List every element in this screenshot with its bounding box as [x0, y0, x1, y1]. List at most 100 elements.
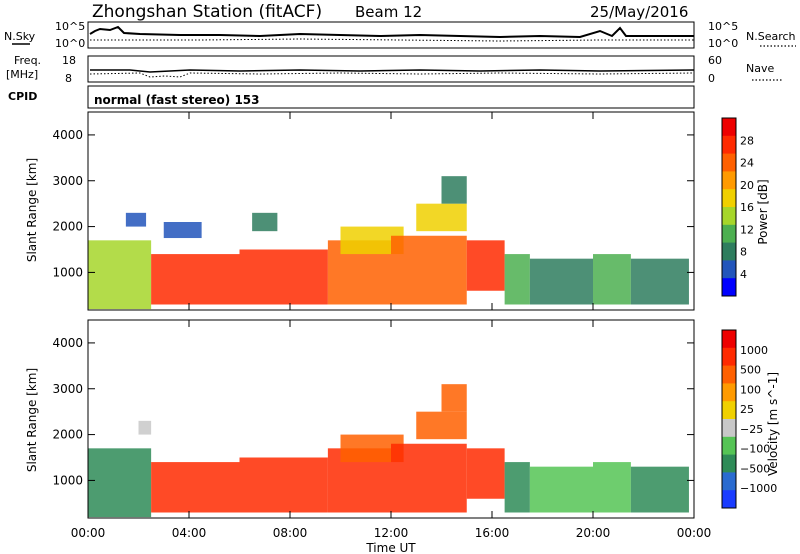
velocity-ylabel: Slant Range [km] [25, 368, 39, 472]
echo-region [466, 240, 505, 291]
colorbar-swatch [722, 347, 736, 367]
echo-region [88, 240, 152, 310]
colorbar-swatch [722, 401, 736, 420]
y-tick-label: 2000 [52, 220, 83, 234]
noise-panel: N.Sky 10^5 10^0 10^5 10^0 N.Search [4, 20, 796, 50]
colorbar-swatch [722, 207, 736, 226]
colorbar-tick-label: 8 [740, 246, 747, 259]
echo-region [504, 254, 530, 305]
echo-region [239, 457, 328, 513]
colorbar-tick-label: 12 [740, 223, 754, 236]
colorbar-swatch [722, 118, 736, 137]
nsearch-label: N.Search [746, 30, 796, 43]
colorbar-swatch [722, 189, 736, 208]
colorbar-tick-label: 4 [740, 268, 747, 281]
colorbar-swatch [722, 436, 736, 456]
date-label: 25/May/2016 [590, 3, 688, 21]
velocity-colorbar: −1000 −500 −100 −25 25 100 500 1000 [721, 329, 777, 509]
colorbar-tick-label: 1000 [740, 344, 768, 357]
colorbar-swatch [722, 135, 736, 155]
echo-region [630, 466, 689, 513]
colorbar-swatch [722, 454, 736, 473]
colorbar-tick-label: 25 [740, 403, 754, 416]
echo-region [504, 462, 530, 513]
colorbar-swatch [722, 472, 736, 491]
power-panel: 1000 2000 3000 4000 [52, 111, 695, 311]
cpid-panel: CPID normal (fast stereo) 153 [8, 85, 695, 109]
echo-region [593, 254, 631, 305]
colorbar-tick-label: 28 [740, 134, 754, 147]
echo-region [391, 235, 467, 305]
echo-region [416, 203, 467, 232]
x-tick-label: 12:00 [374, 526, 409, 540]
echo-region [529, 258, 593, 305]
nsky-label: N.Sky [4, 30, 36, 43]
freq-trace [90, 69, 695, 73]
colorbar-swatch [722, 490, 736, 509]
time-axis-label: Time UT [365, 541, 416, 554]
freq-label: Freq. [14, 54, 41, 67]
echo-region [88, 448, 152, 518]
colorbar-swatch [722, 224, 736, 244]
colorbar-swatch [722, 153, 736, 172]
colorbar-tick-label: 16 [740, 201, 754, 214]
echo-region [239, 249, 328, 305]
nave-trace [89, 72, 695, 78]
x-tick-label: 16:00 [475, 526, 510, 540]
colorbar-tick-label: −25 [740, 423, 763, 436]
colorbar-swatch [722, 278, 736, 297]
cpid-value: normal (fast stereo) 153 [94, 93, 260, 107]
colorbar-tick-label: −500 [740, 462, 770, 475]
colorbar-tick-label: −1000 [740, 482, 777, 495]
echo-region [163, 222, 202, 239]
noise-tick-bottom-right: 10^0 [708, 37, 738, 50]
y-tick-label: 1000 [52, 265, 83, 279]
x-tick-label: 00:00 [677, 526, 712, 540]
colorbar-swatch [722, 171, 736, 190]
colorbar-tick-label: 500 [740, 364, 761, 377]
frequency-panel: Freq. [MHz] 18 8 60 0 Nave [6, 54, 782, 85]
y-tick-label: 1000 [52, 473, 83, 487]
colorbar-swatch [722, 383, 736, 402]
beam-label: Beam 12 [355, 3, 422, 21]
colorbar-tick-label: 20 [740, 179, 754, 192]
colorbar-swatch [722, 419, 736, 438]
colorbar-swatch [722, 365, 736, 384]
velocity-colorbar-label: Velocity [m s^-1] [766, 372, 780, 476]
echo-region [151, 462, 240, 513]
echo-region [138, 420, 152, 435]
y-tick-label: 4000 [52, 128, 83, 142]
colorbar-tick-label: −100 [740, 443, 770, 456]
x-tick-label: 04:00 [172, 526, 207, 540]
echo-region [466, 448, 505, 499]
freq-tick-top: 18 [62, 54, 76, 67]
nsearch-trace [90, 38, 694, 42]
cpid-label: CPID [8, 90, 37, 103]
echo-region [252, 212, 278, 232]
echo-region [529, 466, 593, 513]
x-tick-label: 00:00 [71, 526, 106, 540]
nsky-trace [89, 25, 694, 39]
colorbar-swatch [722, 242, 736, 261]
x-tick-label: 08:00 [273, 526, 308, 540]
colorbar-frame [721, 329, 737, 509]
colorbar-frame [721, 117, 737, 297]
nave-tick-top: 60 [708, 54, 722, 67]
freq-tick-bottom: 8 [65, 72, 72, 85]
power-ylabel: Slant Range [km] [25, 158, 39, 262]
colorbar-tick-label: 24 [740, 157, 754, 170]
y-tick-label: 2000 [52, 428, 83, 442]
noise-tick-bottom-left: 10^0 [55, 37, 85, 50]
echo-region [125, 212, 147, 227]
echo-region [391, 443, 467, 513]
y-tick-label: 3000 [52, 382, 83, 396]
time-axis-ticks: 00:00 04:00 08:00 12:00 16:00 20:00 00:00 [71, 526, 712, 540]
y-tick-label: 4000 [52, 336, 83, 350]
echo-region [151, 254, 240, 305]
noise-tick-top-right: 10^5 [708, 20, 738, 33]
echo-region [416, 411, 467, 440]
power-colorbar-label: Power [dB] [756, 179, 770, 244]
echo-region [441, 384, 467, 412]
velocity-panel: 1000 2000 3000 4000 [52, 319, 695, 519]
